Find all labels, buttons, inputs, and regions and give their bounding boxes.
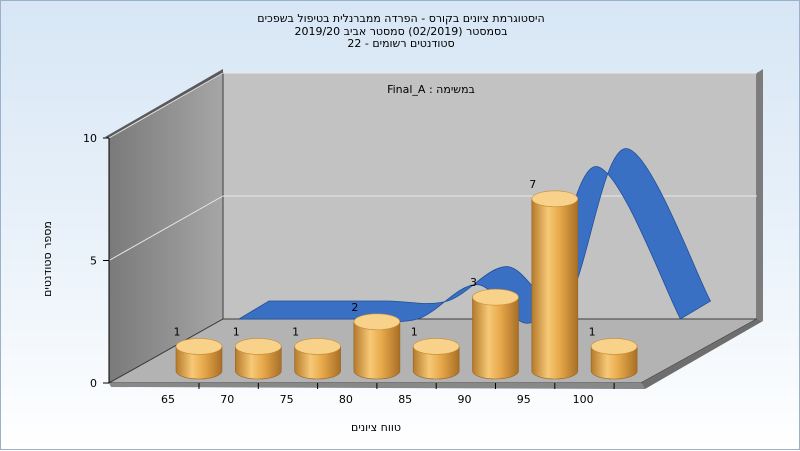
bar-top: [353, 313, 401, 331]
bar-top: [590, 338, 638, 355]
bar-body: [412, 346, 460, 380]
axes: 0 5 10 65 70 75 80 85 90 95 100: [83, 132, 615, 406]
x-axis-label: טווח ציונים: [351, 421, 401, 434]
floor-right-edge: [641, 319, 763, 389]
bar-body: [175, 346, 223, 380]
bar: 3: [470, 276, 519, 380]
bar-value-label: 1: [411, 325, 418, 338]
side-wall-edge: [105, 69, 223, 138]
x-tick-label: 75: [280, 393, 294, 406]
bar-top: [175, 338, 223, 355]
y-axis-label: מספר סטודנטים: [41, 221, 54, 297]
bar-top: [531, 190, 579, 208]
bar-body: [472, 296, 519, 380]
x-tick-label: 100: [573, 393, 594, 406]
bar-value-label: 1: [589, 325, 596, 338]
title-line-3: סטודנטים רשומים - 22: [347, 37, 455, 50]
x-tick-label: 85: [398, 393, 412, 406]
chart-title: היסטוגרמת ציונים בקורס - הפרדה ממברנלית …: [1, 12, 800, 51]
gridlines: [108, 72, 757, 261]
annotation-label: במשימה : Final_A: [387, 83, 475, 96]
bar-top: [234, 338, 282, 355]
y-tick-label: 5: [90, 255, 97, 268]
y-tick-label: 10: [83, 132, 97, 145]
bar: 1: [233, 325, 282, 380]
bar: 1: [174, 325, 223, 380]
bar-body: [235, 346, 282, 380]
gridline-side: [108, 72, 224, 139]
x-tick-label: 90: [458, 393, 472, 406]
bar-value-label: 1: [233, 325, 240, 338]
bar-value-label: 2: [351, 301, 358, 314]
x-tick-label: 65: [161, 393, 175, 406]
bar: 1: [411, 325, 460, 380]
bar-value-label: 1: [174, 325, 181, 338]
bar-body: [353, 321, 401, 380]
x-tick-label: 80: [339, 393, 353, 406]
bar-body: [294, 346, 341, 380]
bar-value-label: 7: [529, 178, 536, 191]
bar: 7: [529, 178, 579, 380]
bar-top: [472, 288, 519, 306]
title-line-2: בסמסטר (02/2019) סמסטר אביב 2019/20: [294, 24, 508, 38]
title-line-1: היסטוגרמת ציונים בקורס - הפרדה ממברנלית …: [257, 12, 545, 25]
back-wall-right-edge: [757, 69, 763, 321]
bar-top: [294, 338, 341, 355]
bar-value-label: 1: [292, 325, 299, 338]
trend-ribbon: [237, 148, 712, 324]
bar-body: [531, 198, 579, 380]
bar-value-label: 3: [470, 276, 477, 289]
x-tick-label: 70: [220, 393, 234, 406]
bar-body: [590, 346, 638, 380]
bar: 2: [351, 301, 401, 380]
bar-top: [412, 338, 460, 355]
gridline-side: [108, 195, 224, 261]
x-tick-label: 95: [517, 393, 531, 406]
y-tick-label: 0: [90, 377, 97, 390]
bar: 1: [292, 325, 341, 380]
bar: 1: [589, 325, 638, 380]
trend-ribbon-shape: [237, 148, 712, 324]
